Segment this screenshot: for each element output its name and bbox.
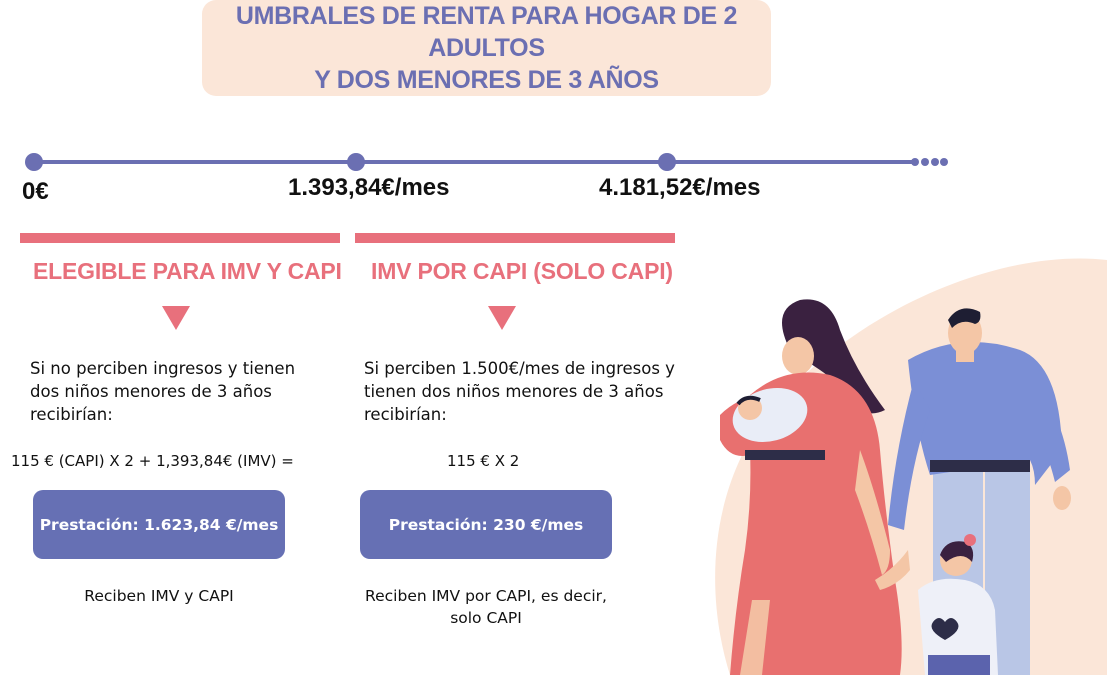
benefit-badge-1: Prestación: 1.623,84 €/mes xyxy=(33,490,285,559)
threshold-label-2: 4.181,52€/mes xyxy=(599,174,761,201)
column-1-note: Reciben IMV y CAPI xyxy=(33,585,285,607)
title-line-2: Y DOS MENORES DE 3 AÑOS xyxy=(314,66,659,94)
page-title: UMBRALES DE RENTA PARA HOGAR DE 2 ADULTO… xyxy=(202,0,771,96)
timeline-marker-1 xyxy=(347,153,365,171)
description-line: dos niños menores de 3 años xyxy=(30,382,272,401)
column-2-formula: 115 € X 2 xyxy=(447,452,520,470)
timeline-axis xyxy=(34,160,912,164)
benefit-badge-2: Prestación: 230 €/mes xyxy=(360,490,612,559)
timeline-marker-0 xyxy=(25,153,43,171)
threshold-label-0: 0€ xyxy=(22,178,49,205)
title-line-1: UMBRALES DE RENTA PARA HOGAR DE 2 ADULTO… xyxy=(235,2,738,62)
range-bar-1 xyxy=(20,233,340,243)
arrow-down-icon xyxy=(162,306,190,330)
description-line: Si no perciben ingresos y tienen xyxy=(30,359,296,378)
column-2-description: Si perciben 1.500€/mes de ingresos y tie… xyxy=(364,357,675,426)
description-line: tienen dos niños menores de 3 años xyxy=(364,382,664,401)
man-figure xyxy=(888,308,1071,675)
girl-figure xyxy=(875,534,998,675)
note-line: Reciben IMV y CAPI xyxy=(84,587,234,605)
column-1-formula: 115 € (CAPI) X 2 + 1,393,84€ (IMV) = xyxy=(11,452,294,470)
timeline-continuation-dot xyxy=(931,158,939,166)
range-bar-2 xyxy=(355,233,675,243)
column-1-description: Si no perciben ingresos y tienen dos niñ… xyxy=(30,357,295,426)
timeline-marker-2 xyxy=(658,153,676,171)
threshold-label-1: 1.393,84€/mes xyxy=(288,174,450,201)
note-line: solo CAPI xyxy=(450,609,522,627)
description-line: recibirían: xyxy=(30,405,113,424)
description-line: Si perciben 1.500€/mes de ingresos y xyxy=(364,359,675,378)
note-line: Reciben IMV por CAPI, es decir, xyxy=(365,587,607,605)
family-illustration xyxy=(690,250,1107,675)
description-line: recibirían: xyxy=(364,405,447,424)
column-2-heading: IMV POR CAPI (SOLO CAPI) xyxy=(371,258,673,284)
timeline-continuation-dot xyxy=(921,158,929,166)
arrow-down-icon xyxy=(488,306,516,330)
column-2-note: Reciben IMV por CAPI, es decir, solo CAP… xyxy=(346,585,626,629)
timeline-continuation-dot xyxy=(940,158,948,166)
column-1-heading: ELEGIBLE PARA IMV Y CAPI xyxy=(33,258,342,284)
baby-figure xyxy=(732,388,808,442)
timeline-continuation-dot xyxy=(911,158,919,166)
